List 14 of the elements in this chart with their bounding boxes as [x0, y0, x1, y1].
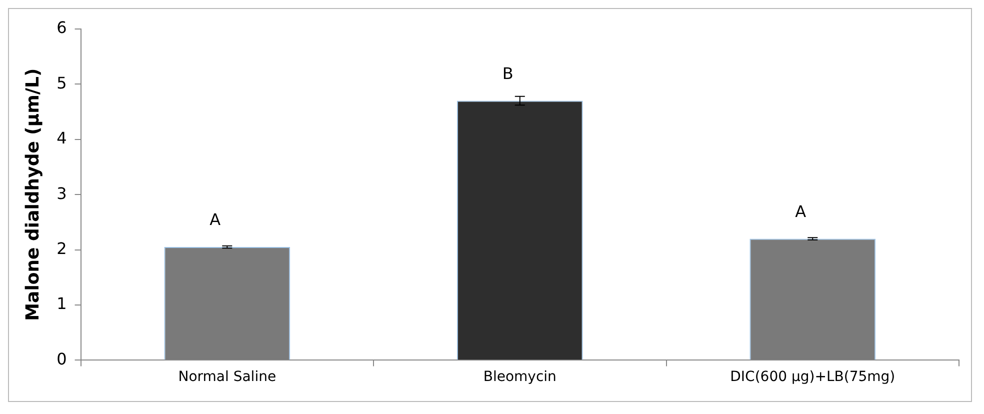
annotation: A [210, 210, 221, 230]
y-tick-label: 2 [56, 238, 67, 258]
x-tick-label: Normal Saline [178, 369, 276, 386]
annotation: B [502, 64, 514, 83]
y-tick-label: 5 [56, 73, 67, 92]
y-tick-label: 6 [56, 18, 67, 38]
y-tick-label: 1 [56, 294, 67, 314]
x-tick-label: DIC(600 µg)+LB(75mg) [730, 369, 896, 386]
y-tick-label: 4 [56, 128, 67, 148]
y-tick-label: 3 [56, 184, 67, 203]
y-axis-title: Malone dialdhyde (µm/L) [22, 68, 44, 321]
annotation: A [795, 202, 806, 221]
x-tick-label: Bleomycin [483, 369, 556, 386]
y-tick-label: 0 [56, 349, 67, 368]
